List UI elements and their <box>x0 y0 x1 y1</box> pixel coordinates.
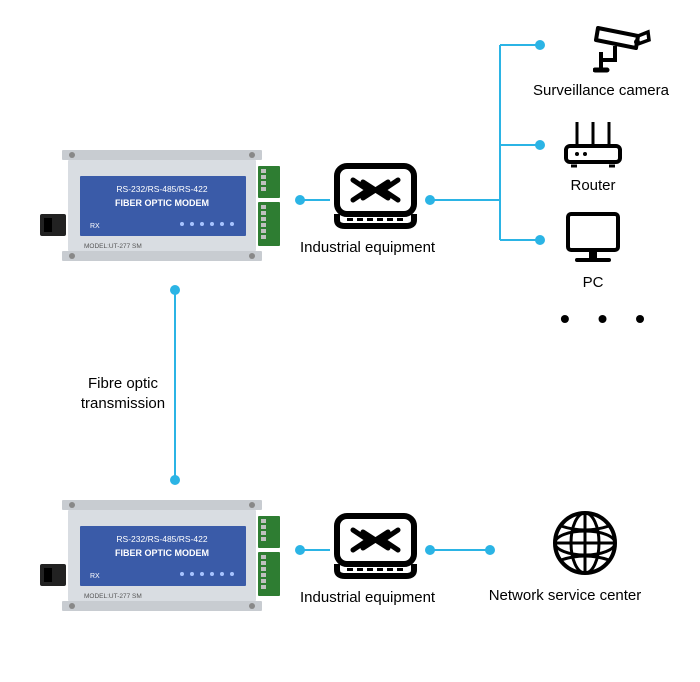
industrial-equipment-bottom-label: Industrial equipment <box>300 589 420 606</box>
globe-icon <box>550 508 620 578</box>
pc-label: PC <box>548 274 638 291</box>
industrial-equipment-bottom: Industrial equipment <box>330 510 420 606</box>
camera-icon <box>593 18 653 73</box>
ellipsis-icon: • • • <box>560 303 655 335</box>
modem-title-line: FIBER OPTIC MODEM <box>115 548 209 558</box>
router-label: Router <box>548 177 638 194</box>
surveillance-camera-label: Surveillance camera <box>504 82 698 99</box>
router: Router <box>548 120 638 194</box>
modem-top: RS-232/RS-485/RS-422 FIBER OPTIC MODEM R… <box>62 148 282 263</box>
router-icon <box>563 120 623 168</box>
modem-model-label: MODEL:UT-277 SM <box>84 593 142 600</box>
pc-icon <box>563 210 623 265</box>
modem-bottom: RS-232/RS-485/RS-422 FIBER OPTIC MODEM R… <box>62 498 282 613</box>
network-service-center-label: Network service center <box>460 587 670 604</box>
pc: PC <box>548 210 638 291</box>
network-service-center: Network service center <box>500 508 670 604</box>
modem-spec-line: RS-232/RS-485/RS-422 <box>116 534 207 544</box>
industrial-equipment-top-label: Industrial equipment <box>300 239 420 256</box>
modem-title-line: FIBER OPTIC MODEM <box>115 198 209 208</box>
modem-spec-line: RS-232/RS-485/RS-422 <box>116 184 207 194</box>
switch-icon <box>333 510 418 580</box>
surveillance-camera: Surveillance camera <box>548 18 698 99</box>
fibre-optic-label: Fibre optic transmission <box>68 374 178 413</box>
industrial-equipment-top: Industrial equipment <box>330 160 420 256</box>
modem-model-label: MODEL:UT-277 SM <box>84 243 142 250</box>
modem-rx-label: RX <box>90 223 100 230</box>
modem-rx-label: RX <box>90 573 100 580</box>
switch-icon <box>333 160 418 230</box>
